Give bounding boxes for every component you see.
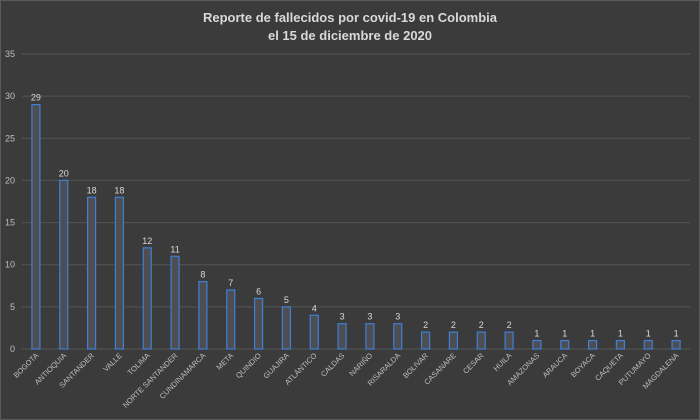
data-label: 3 [367, 312, 372, 322]
data-label: 18 [114, 185, 124, 195]
bar [420, 331, 431, 350]
data-label: 7 [228, 278, 233, 288]
bar [671, 339, 681, 350]
bar [448, 331, 459, 350]
bar [504, 331, 514, 350]
bar [198, 280, 208, 350]
bar [170, 255, 180, 350]
bar [587, 339, 598, 350]
bar [226, 289, 236, 350]
bar [365, 323, 375, 350]
y-tick-label: 15 [5, 218, 15, 228]
chart-title: Reporte de fallecidos por covid-19 en Co… [202, 10, 497, 25]
x-tick-label: BOGOTA [12, 351, 41, 380]
x-tick-label: ARAUCA [541, 351, 569, 379]
bar [643, 339, 653, 350]
y-tick-label: 30 [5, 91, 15, 101]
data-label: 8 [200, 270, 205, 280]
bar [476, 331, 486, 350]
data-label: 5 [284, 295, 289, 305]
y-tick-label: 0 [10, 344, 15, 354]
y-tick-label: 10 [5, 260, 15, 270]
data-label: 18 [87, 185, 97, 195]
bar [253, 297, 264, 350]
data-label: 20 [59, 168, 69, 178]
data-label: 11 [170, 244, 179, 254]
data-label: 1 [646, 329, 651, 339]
bar [31, 103, 41, 350]
x-tick-label: VALLE [101, 351, 123, 373]
y-tick-label: 5 [10, 302, 15, 312]
chart-subtitle: el 15 de diciembre de 2020 [267, 28, 433, 43]
bar [337, 323, 347, 350]
bar [615, 339, 626, 350]
data-label: 12 [142, 236, 152, 246]
x-tick-label: NARIÑO [347, 351, 374, 378]
x-tick-label: CESAR [461, 351, 486, 376]
bar [393, 323, 403, 350]
data-label: 2 [479, 320, 484, 330]
data-label: 2 [451, 320, 456, 330]
x-tick-label: TOLIMA [126, 351, 152, 377]
bar [142, 247, 152, 350]
data-label: 3 [395, 312, 400, 322]
bar [309, 314, 319, 350]
x-tick-label: CALDAS [319, 351, 347, 379]
bar [114, 196, 125, 350]
y-tick-label: 25 [5, 133, 15, 143]
data-label: 1 [618, 329, 623, 339]
bars [31, 103, 681, 350]
gridlines [22, 53, 690, 350]
bar [281, 306, 292, 350]
bar [59, 179, 69, 350]
bar [560, 339, 570, 350]
data-label: 2 [507, 320, 512, 330]
x-tick-label: META [214, 351, 235, 372]
bar [532, 339, 542, 350]
x-tick-label: QUINDIO [234, 351, 263, 380]
data-label: 1 [562, 329, 567, 339]
data-label: 1 [590, 329, 595, 339]
data-label: 29 [31, 93, 41, 103]
x-tick-label: BOYACA [569, 351, 597, 379]
bar [86, 196, 97, 350]
data-label: 1 [534, 329, 539, 339]
y-axis: 0 5 10 15 20 25 30 35 [5, 49, 15, 354]
data-label: 3 [340, 312, 345, 322]
y-tick-label: 20 [5, 175, 15, 185]
y-tick-label: 35 [5, 49, 15, 59]
x-tick-label: HUILA [492, 351, 514, 373]
data-label: 6 [256, 286, 261, 296]
data-label: 1 [674, 329, 679, 339]
data-label: 4 [312, 303, 317, 313]
data-label: 2 [423, 320, 428, 330]
